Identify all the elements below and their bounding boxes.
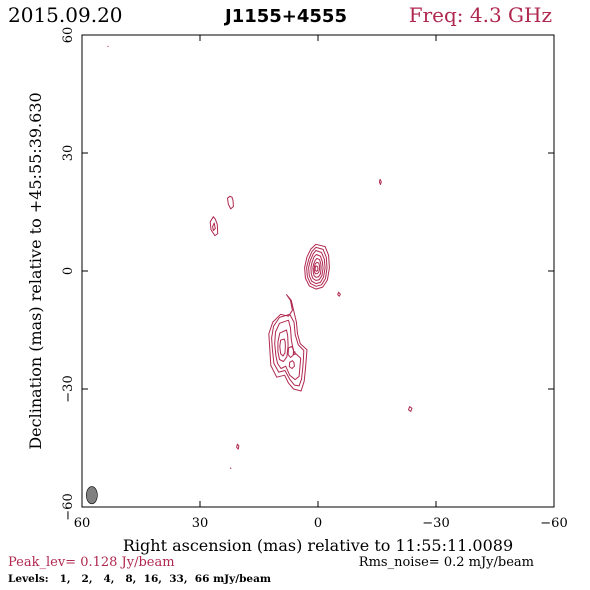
x-tick-label: 60 [74, 516, 91, 531]
contour-line [337, 291, 341, 297]
contour-line [209, 216, 219, 237]
x-tick-label: 0 [314, 516, 322, 531]
source-name: J1155+4555 [223, 6, 347, 27]
contour-spot-lower-mid [236, 443, 240, 450]
contour-line [310, 254, 324, 281]
contour-group [107, 45, 413, 470]
contour-north-feature [209, 195, 234, 237]
x-tick-label: −30 [422, 516, 449, 531]
contour-line [236, 443, 240, 450]
contour-knot-east [337, 291, 341, 297]
y-tick-label: −30 [61, 375, 76, 402]
contour-line [288, 360, 295, 369]
contour-line [227, 195, 234, 210]
contour-line [378, 178, 382, 185]
contour-line [306, 246, 328, 287]
contour-line [212, 222, 216, 231]
contour-line [314, 265, 319, 272]
contour-line [268, 294, 308, 392]
contour-line [304, 243, 330, 290]
y-axis-label: Declination (mas) relative to +45:55:39.… [26, 92, 45, 449]
y-tick-label: 30 [61, 145, 76, 162]
y-tick-label: 0 [61, 267, 76, 275]
contour-speck-top-left [107, 45, 109, 48]
contour-line [308, 250, 326, 285]
x-tick-label: 30 [192, 516, 209, 531]
beam-ellipse [86, 486, 98, 505]
frequency-label: Freq: 4.3 GHz [409, 3, 552, 27]
contour-speck-left [229, 467, 232, 470]
contour-jet [268, 294, 308, 392]
contour-levels: Levels: 1, 2, 4, 8, 16, 33, 66 mJy/beam [8, 573, 271, 585]
contour-line [277, 329, 289, 362]
axis-group: 60 30 0 −30 −60 −60 −30 0 30 60 [61, 27, 568, 531]
contour-line [107, 45, 109, 48]
observation-date: 2015.09.20 [8, 3, 123, 27]
contour-spot-upper-right [378, 178, 382, 185]
y-tick-label: −60 [61, 493, 76, 520]
contour-core [304, 243, 330, 290]
contour-line [312, 257, 322, 278]
x-tick-label: −60 [540, 516, 567, 531]
rms-noise: Rms_noise= 0.2 mJy/beam [359, 555, 534, 570]
peak-level: Peak_lev= 0.128 Jy/beam [8, 555, 175, 570]
contour-line [287, 346, 295, 358]
y-tick-label: 60 [61, 27, 76, 44]
contour-line [408, 406, 413, 412]
x-axis-label: Right ascension (mas) relative to 11:55:… [123, 536, 513, 555]
contour-line [271, 313, 305, 387]
contour-line [229, 467, 232, 470]
contour-line [313, 261, 321, 275]
contour-spot-lower-right [408, 406, 413, 412]
contour-line [279, 338, 286, 357]
plot-frame [81, 34, 555, 508]
contour-line [293, 351, 296, 355]
